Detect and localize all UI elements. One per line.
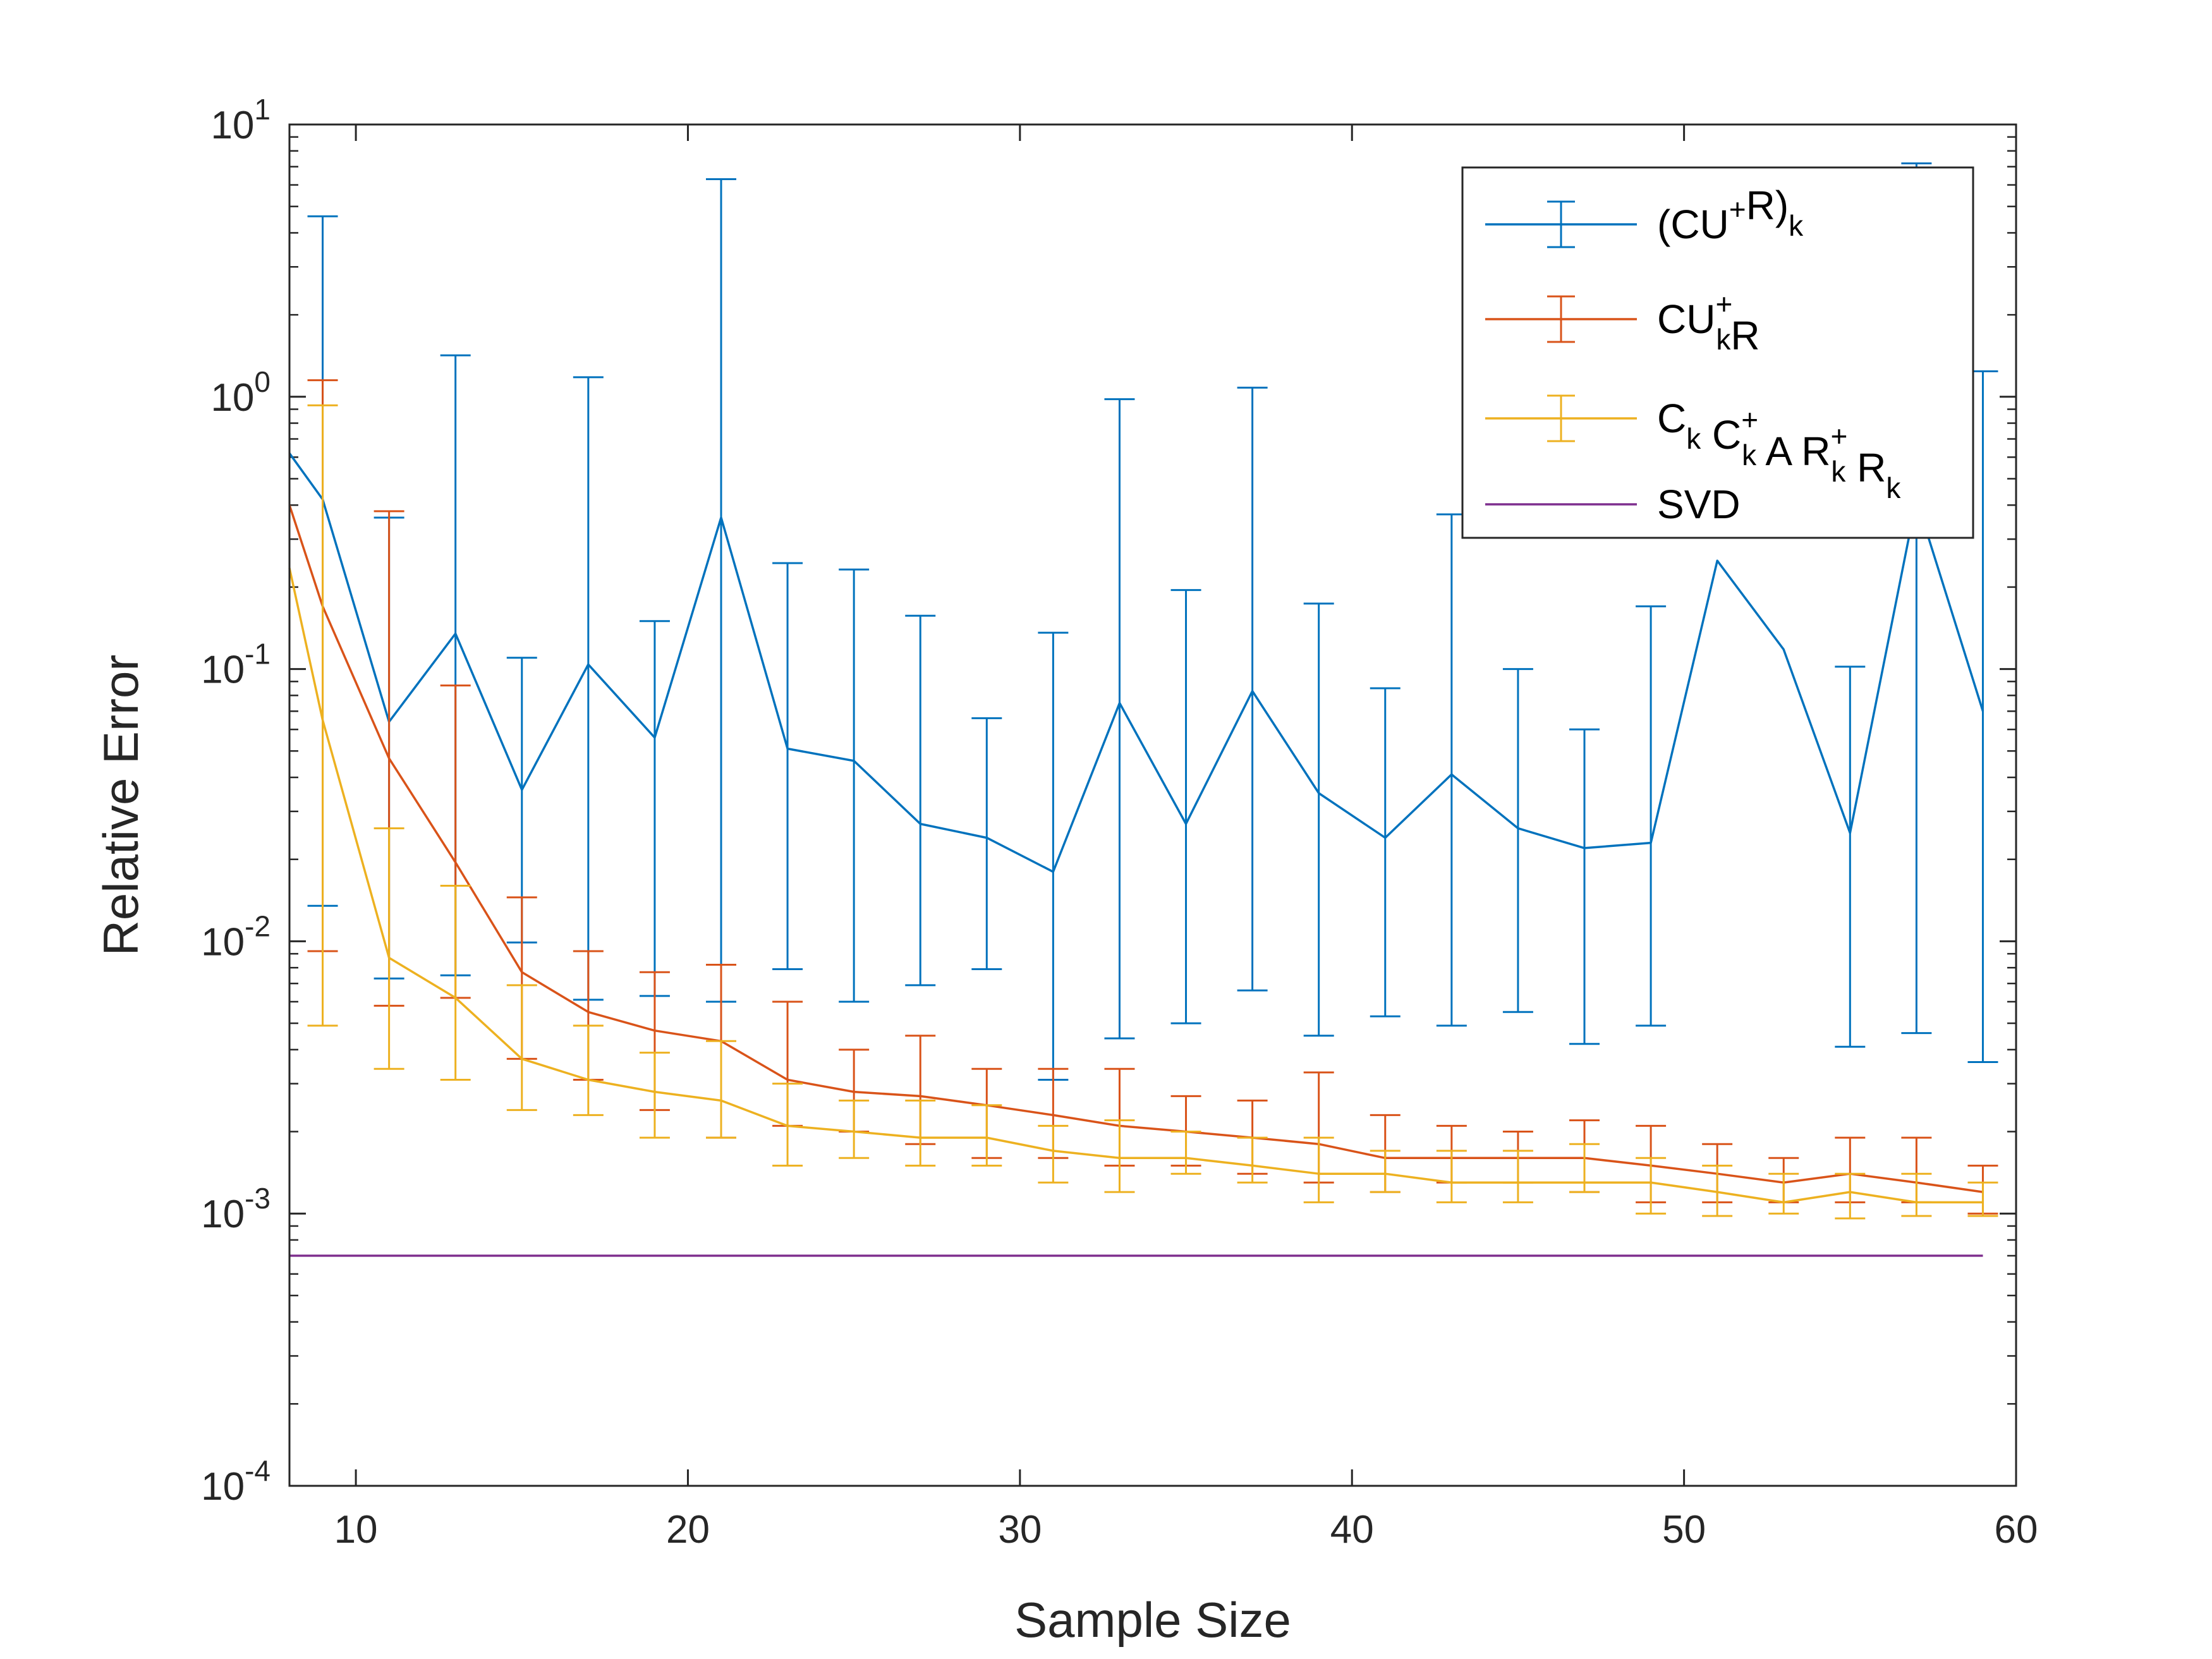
x-tick-label: 10 [334,1508,378,1552]
x-tick-label: 30 [998,1508,1042,1552]
x-tick-label: 20 [666,1508,710,1552]
x-axis-title: Sample Size [1014,1592,1291,1648]
y-tick-labels: 10-4 10-3 10-2 10-1 100 101 [201,93,270,1509]
y-tick-label: 10-2 [201,909,270,964]
legend-label-ckck: Ck C+ k A R+ k Rk [1657,396,1901,504]
y-tick-label: 100 [210,365,270,420]
legend-box [1461,166,1974,539]
y-tick-label: 101 [210,93,270,147]
x-tick-label: 40 [1330,1508,1374,1552]
legend-label-svd: SVD [1657,482,1741,527]
plot-frame [288,123,2017,1487]
legend-label-cur-k: (CU+R)k [1657,183,1804,247]
plot-series [288,162,1998,1257]
y-axis-title: Relative Error [93,655,149,956]
series-ckck [288,404,1998,1220]
series-cur-k [288,162,1998,1081]
series-line [288,568,1983,1204]
legend-label-cukr: CU+ kR [1657,288,1760,358]
y-tick-label: 10-1 [201,638,270,692]
x-tick-label: 60 [1995,1508,2038,1552]
y-tick-label: 10-4 [201,1454,270,1509]
series-line [288,453,1984,873]
x-tick-labels: 10 20 30 40 50 60 [334,1508,2038,1552]
y-tick-label: 10-3 [201,1182,270,1236]
x-tick-label: 50 [1662,1508,1706,1552]
